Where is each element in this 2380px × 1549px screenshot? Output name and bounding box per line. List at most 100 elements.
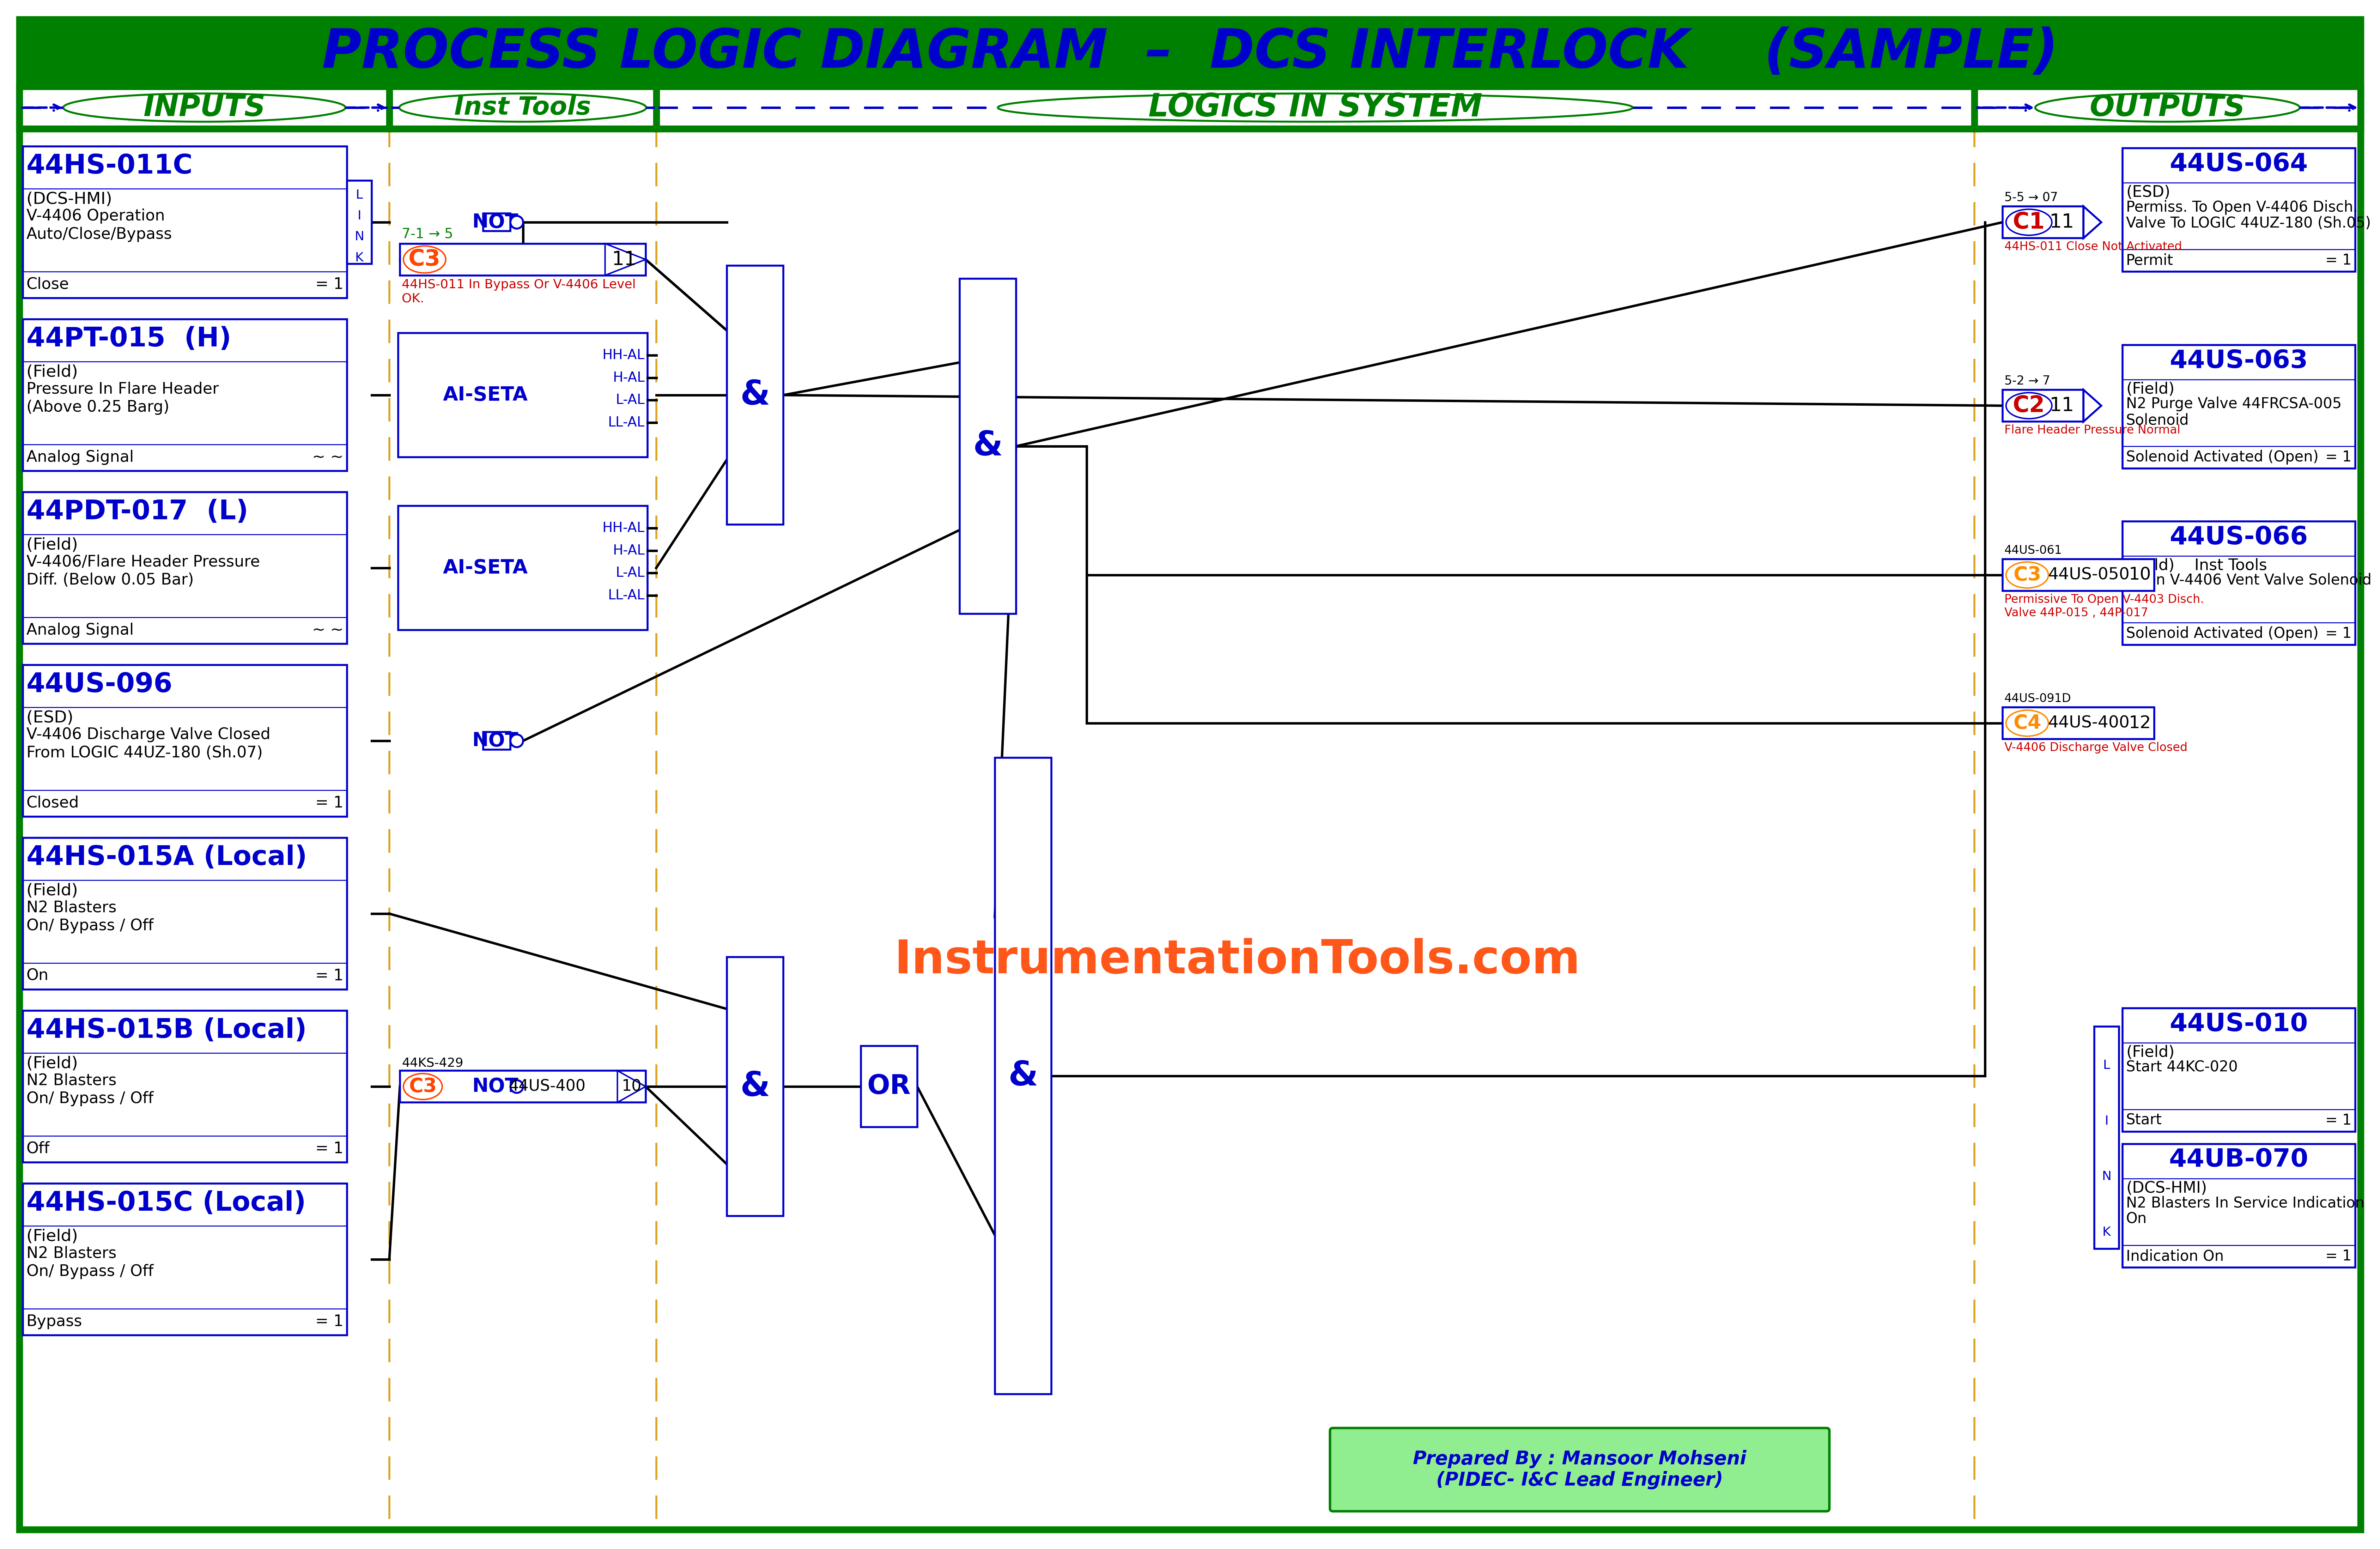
Text: = 1: = 1 [2325, 252, 2351, 268]
Text: (Field): (Field) [26, 1056, 79, 1072]
Bar [19, 87, 2361, 129]
Bar [2123, 345, 2356, 468]
Text: InstrumentationTools.com: InstrumentationTools.com [895, 939, 1580, 982]
Bar [726, 266, 783, 525]
Bar [2002, 206, 2082, 239]
Text: N2 Blasters In Service Indication: N2 Blasters In Service Indication [2125, 1196, 2363, 1210]
Text: (DCS-HMI): (DCS-HMI) [26, 192, 112, 208]
Text: (DCS-HMI): (DCS-HMI) [2125, 1180, 2206, 1196]
Text: (ESD): (ESD) [2125, 184, 2171, 200]
Ellipse shape [2006, 209, 2052, 235]
Ellipse shape [405, 1073, 443, 1100]
Text: Bypass: Bypass [26, 1314, 83, 1329]
Text: = 1: = 1 [314, 277, 343, 293]
Text: 44PT-015  (H): 44PT-015 (H) [26, 325, 231, 352]
Text: N2 Blasters: N2 Blasters [26, 1073, 117, 1087]
Text: Close: Close [26, 277, 69, 293]
Polygon shape [2082, 206, 2102, 239]
Ellipse shape [2035, 93, 2299, 122]
Bar [24, 1010, 347, 1162]
Text: (Field): (Field) [2125, 381, 2175, 397]
Text: LL-AL: LL-AL [607, 589, 645, 603]
Bar [397, 333, 647, 457]
Ellipse shape [405, 246, 445, 273]
Bar [2002, 390, 2082, 421]
Text: (Field): (Field) [26, 364, 79, 381]
Text: Solenoid Activated (Open): Solenoid Activated (Open) [2125, 626, 2318, 641]
Bar [959, 279, 1016, 613]
Text: &: & [973, 429, 1002, 463]
Text: 10: 10 [621, 1080, 643, 1094]
Text: 44HS-011 Close Not Activated: 44HS-011 Close Not Activated [2004, 242, 2182, 252]
Bar [397, 507, 647, 630]
Text: N: N [355, 231, 364, 243]
Text: C3: C3 [2013, 565, 2042, 584]
Circle shape [509, 1080, 524, 1094]
Text: &: & [740, 1070, 769, 1103]
Text: Open V-4406 Vent Valve Solenoid: Open V-4406 Vent Valve Solenoid [2125, 573, 2370, 589]
Ellipse shape [2006, 392, 2052, 418]
Bar [24, 493, 347, 644]
Text: (Field): (Field) [26, 1228, 79, 1244]
Text: N2 Blasters: N2 Blasters [26, 900, 117, 915]
Text: 11: 11 [2049, 397, 2075, 415]
Text: HH-AL: HH-AL [602, 522, 645, 534]
Text: = 1: = 1 [2325, 1114, 2351, 1128]
Text: V-4406/Flare Header Pressure: V-4406/Flare Header Pressure [26, 555, 259, 570]
Circle shape [509, 215, 524, 229]
Text: = 1: = 1 [314, 968, 343, 984]
Text: Start 44KC-020: Start 44KC-020 [2125, 1060, 2237, 1075]
Text: 44US-096: 44US-096 [26, 672, 174, 697]
Text: On: On [26, 968, 48, 984]
Text: OR: OR [866, 1073, 912, 1100]
Text: &: & [740, 378, 769, 412]
Text: Indication On: Indication On [2125, 1248, 2223, 1264]
Text: (Above 0.25 Barg): (Above 0.25 Barg) [26, 400, 169, 415]
Text: INPUTS: INPUTS [143, 93, 267, 122]
Text: K: K [355, 251, 364, 263]
Bar [726, 957, 783, 1216]
Text: 44US-050: 44US-050 [2049, 567, 2130, 582]
Text: (Field): (Field) [26, 883, 79, 898]
Bar [2002, 708, 2154, 739]
Ellipse shape [2006, 562, 2049, 589]
Text: (Field): (Field) [26, 538, 79, 553]
Text: 44US-091D: 44US-091D [2004, 692, 2071, 705]
Text: 10: 10 [2128, 567, 2152, 584]
Text: = 1: = 1 [314, 1314, 343, 1329]
Polygon shape [605, 243, 645, 276]
Text: I: I [2104, 1115, 2109, 1128]
Text: (Field): (Field) [2125, 1046, 2175, 1060]
Bar [862, 1046, 916, 1128]
Text: AI-SETA: AI-SETA [443, 386, 528, 404]
Text: ~ ~: ~ ~ [312, 449, 343, 465]
Ellipse shape [400, 93, 647, 122]
Circle shape [509, 734, 524, 747]
Text: On/ Bypass / Off: On/ Bypass / Off [26, 919, 155, 934]
Bar [483, 733, 509, 750]
Bar [2002, 559, 2154, 590]
Text: 44KS-429: 44KS-429 [402, 1056, 464, 1069]
Ellipse shape [997, 93, 1633, 122]
Text: Flare Header Pressure Normal: Flare Header Pressure Normal [2004, 424, 2180, 435]
Bar [2094, 1027, 2118, 1248]
Text: 44US-400: 44US-400 [2049, 716, 2130, 731]
Text: 5-5 → 07: 5-5 → 07 [2004, 192, 2059, 203]
Text: C3: C3 [409, 248, 440, 271]
Text: 44US-063: 44US-063 [2171, 349, 2309, 373]
Text: L: L [355, 189, 362, 201]
Text: 44HS-015B (Local): 44HS-015B (Local) [26, 1018, 307, 1044]
Text: 44HS-011C: 44HS-011C [26, 153, 193, 180]
Bar [2123, 1143, 2356, 1267]
Text: = 1: = 1 [314, 1142, 343, 1156]
Text: N2 Purge Valve 44FRCSA-005: N2 Purge Valve 44FRCSA-005 [2125, 397, 2342, 412]
Bar [483, 1078, 509, 1095]
Bar [2123, 149, 2356, 271]
Text: = 1: = 1 [2325, 626, 2351, 641]
Text: C1: C1 [2013, 211, 2044, 234]
Bar [24, 319, 347, 471]
Text: Analog Signal: Analog Signal [26, 449, 133, 465]
Text: &: & [1009, 1060, 1038, 1092]
Polygon shape [616, 1070, 645, 1103]
Text: 5-2 → 7: 5-2 → 7 [2004, 375, 2049, 387]
